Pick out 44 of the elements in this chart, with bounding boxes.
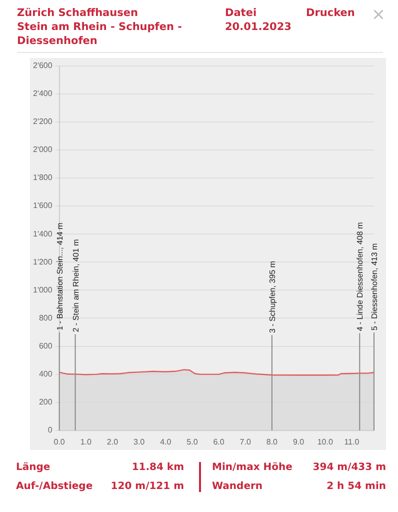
x-tick-label: 5.0 (186, 437, 198, 446)
x-tick-label: 8.0 (266, 437, 278, 446)
y-tick-label: 0 (48, 426, 53, 435)
ref-line-label: 2 - Stein am Rhein, 401 m (71, 238, 80, 332)
text: Auf-/Abstiege (16, 481, 93, 492)
x-tick-label: 3.0 (133, 437, 146, 446)
y-tick-label: 200 (38, 398, 53, 407)
y-tick-label: 800 (38, 313, 53, 322)
x-tick-label: 10.0 (317, 437, 334, 446)
y-tick-label: 1'800 (32, 173, 53, 182)
text: Datei (225, 6, 257, 20)
text: 394 m/433 m (312, 462, 386, 473)
x-tick-label: 1.0 (80, 437, 92, 446)
ref-line-label: 5 - Diessenhofen, 413 m (370, 242, 379, 330)
text: Min/max Höhe (212, 462, 292, 473)
text: 11.84 km (132, 462, 184, 473)
text: 20.01.2023 (225, 20, 292, 34)
ref-line-label: 3 - Schupfen, 395 m (268, 260, 277, 334)
text: Drucken (306, 6, 355, 20)
y-tick-label: 2'200 (32, 117, 53, 126)
x-tick-label: 11.0 (344, 437, 360, 446)
chart-subtitle: Stein am Rhein - Schupfen - Diessenhofen (17, 21, 182, 47)
x-tick-label: 9.0 (292, 437, 305, 446)
x-tick-label: 0.0 (54, 437, 66, 446)
y-tick-label: 1'000 (32, 285, 53, 294)
x-tick-label: 4.0 (160, 437, 172, 446)
x-tick-label: 6.0 (213, 437, 225, 446)
y-tick-label: 2'000 (32, 145, 53, 154)
y-tick-label: 1'400 (32, 229, 53, 238)
ref-line-label: 4 - Linde Diessenhofen, 408 m (356, 222, 365, 332)
y-tick-label: 2'600 (32, 61, 53, 70)
y-tick-label: 600 (38, 341, 53, 350)
text: 120 m/121 m (110, 481, 184, 492)
chart-title: Zürich Schaffhausen (17, 7, 138, 19)
y-tick-label: 1'600 (32, 201, 53, 210)
ref-line-label: 1 - Bahnstation Stein..., 414 m (55, 222, 64, 330)
y-tick-label: 2'400 (32, 89, 53, 98)
text: Länge (16, 462, 50, 473)
text: Wandern (212, 481, 263, 492)
y-tick-label: 1'200 (32, 257, 53, 266)
x-tick-label: 2.0 (106, 437, 119, 446)
y-tick-label: 400 (38, 370, 53, 379)
x-tick-label: 7.0 (240, 437, 252, 446)
text: 2 h 54 min (326, 481, 386, 492)
